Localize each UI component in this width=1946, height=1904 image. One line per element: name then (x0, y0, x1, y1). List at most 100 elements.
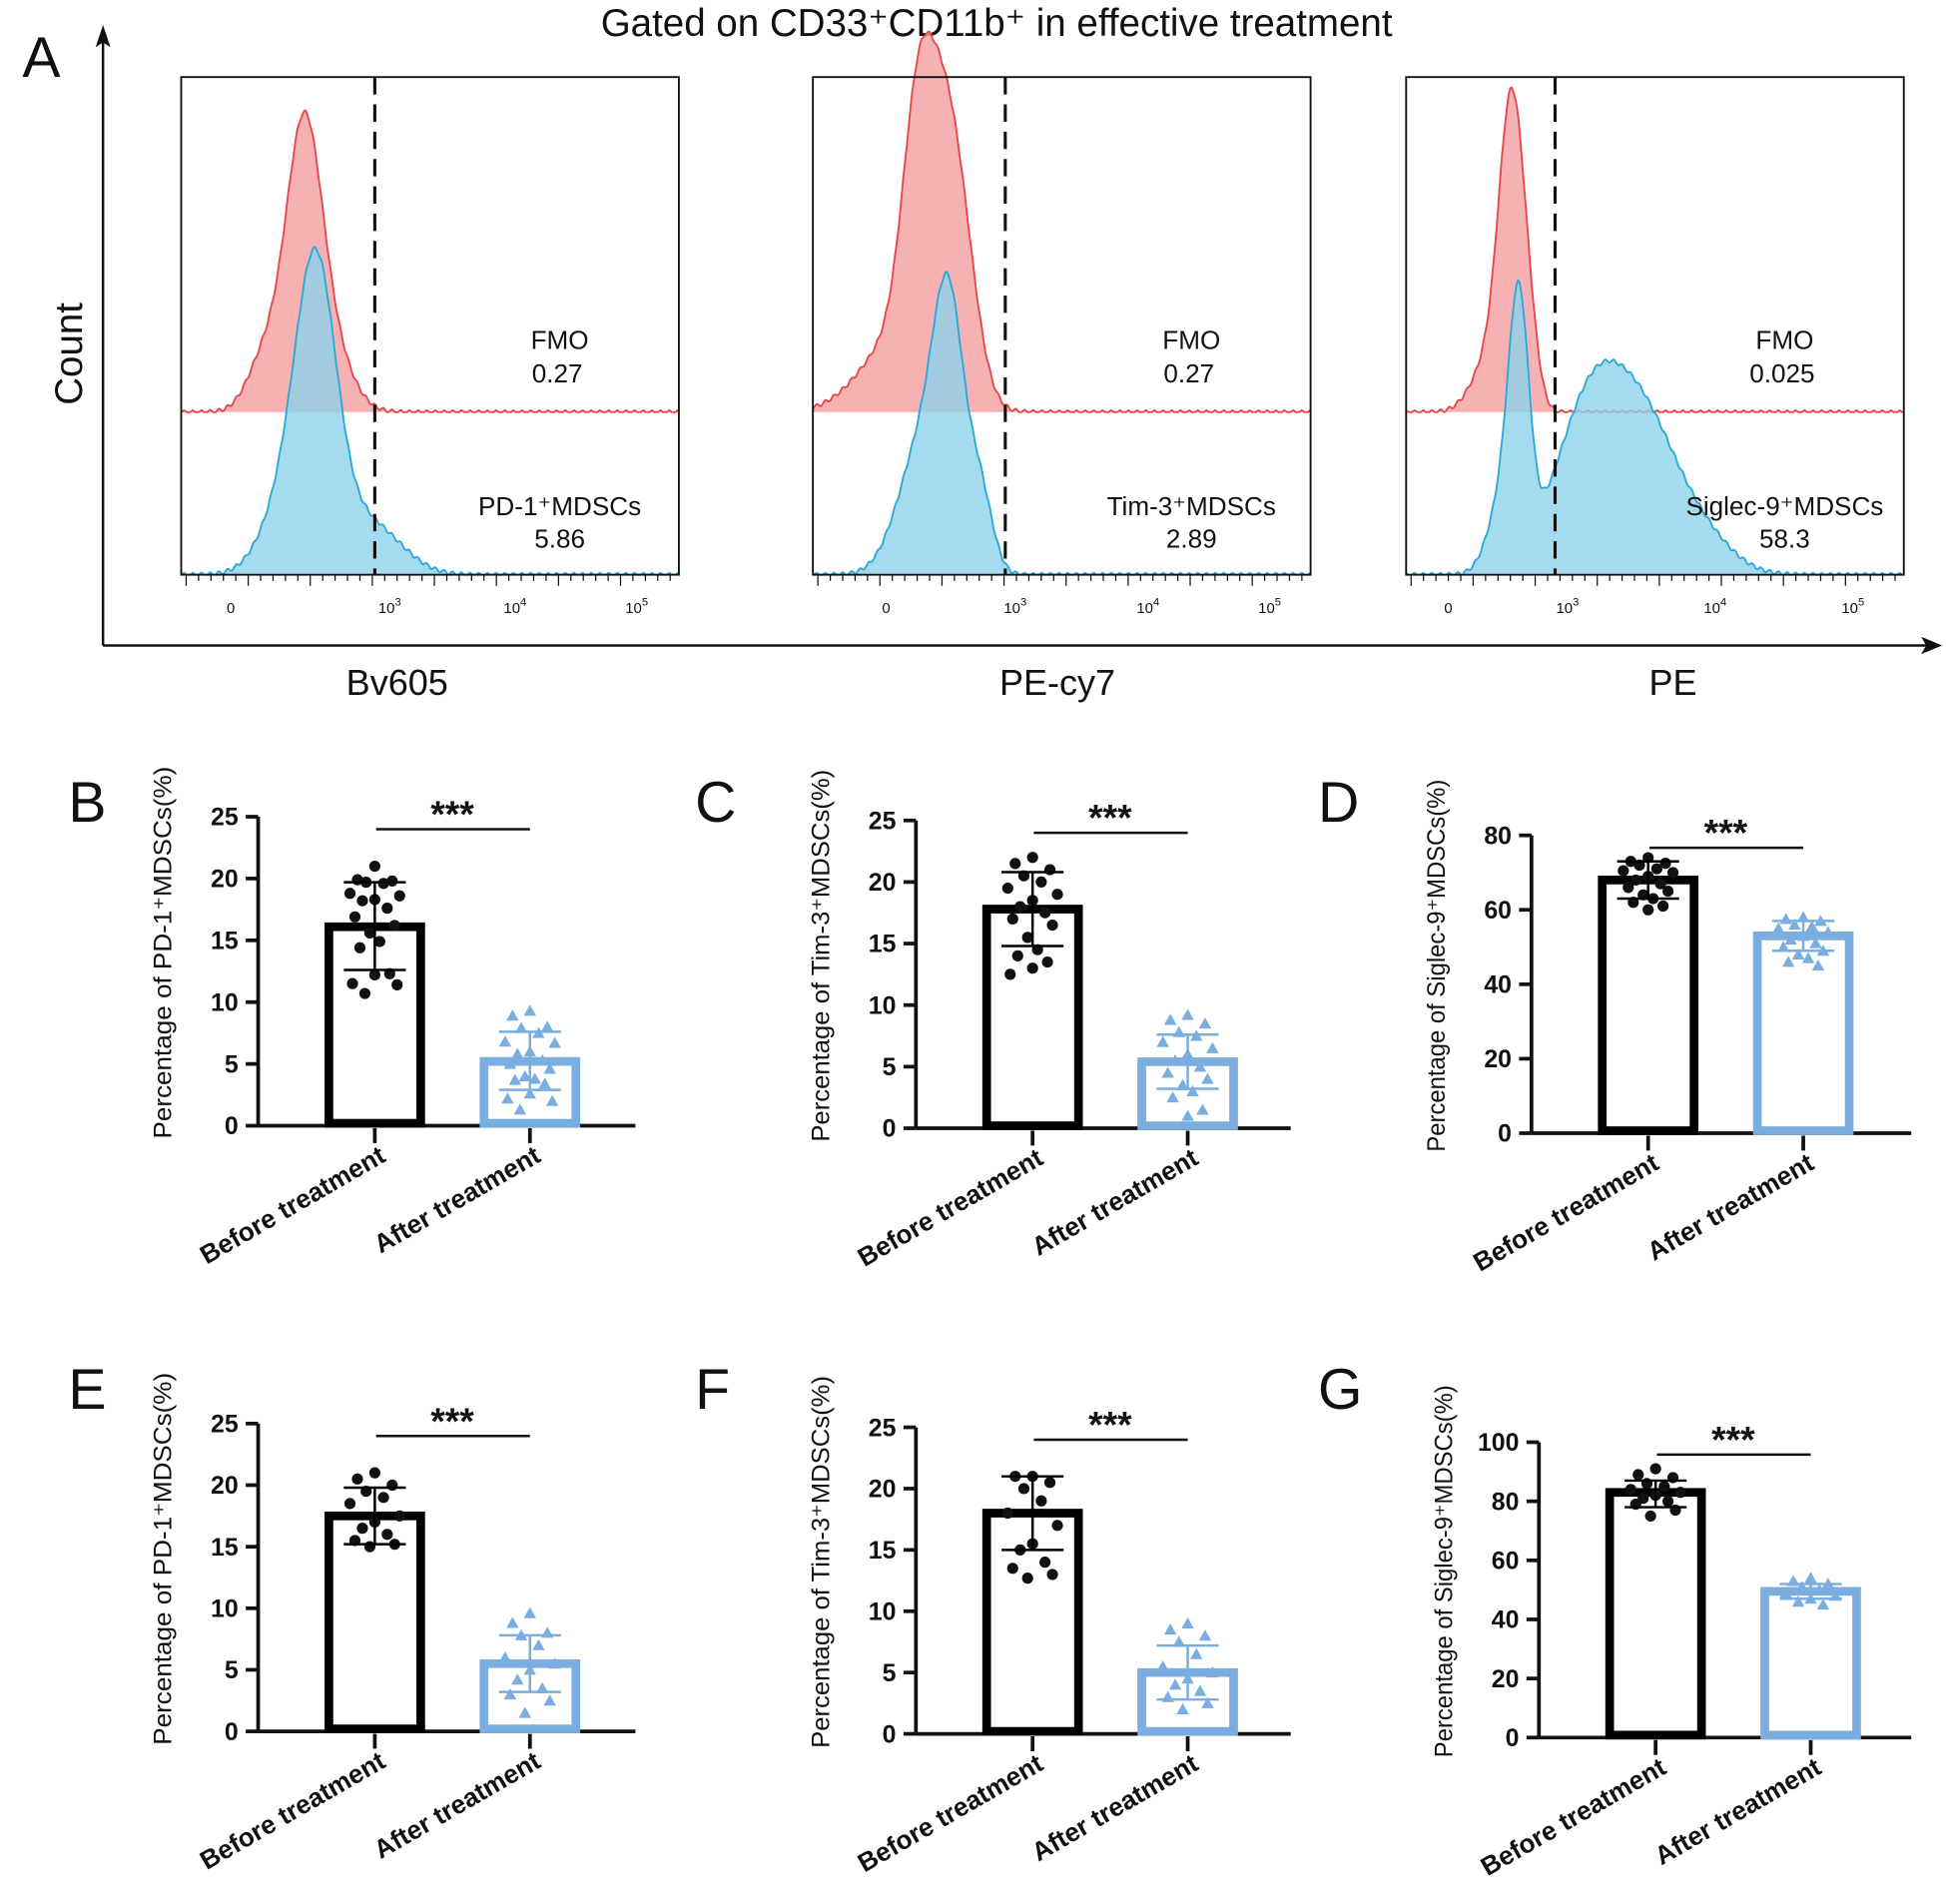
data-point-triangle (1163, 1622, 1177, 1635)
data-point-triangle (540, 1020, 554, 1032)
data-point-circle (1650, 863, 1662, 875)
bar-chart-c: C 0 5 10 15 20 25 Percentage of Tim-3⁺MDSCs(%) B… (695, 770, 1291, 1272)
histogram-frame (180, 76, 680, 576)
data-point-triangle (1788, 918, 1801, 931)
y-tick-label: 80 (1492, 1489, 1520, 1516)
data-point-triangle (1809, 937, 1822, 949)
data-point-triangle (535, 1053, 549, 1065)
data-point-circle (1629, 874, 1641, 887)
data-point-circle (343, 1498, 356, 1510)
data-point-circle (1632, 1469, 1644, 1481)
x-category-label: Before treatment (195, 1745, 390, 1876)
data-point-triangle (1181, 1008, 1194, 1020)
data-point-circle (373, 936, 385, 948)
bar-after (1760, 1587, 1861, 1740)
data-point-circle (377, 1492, 389, 1504)
axis-tick-label: 105 (1258, 597, 1281, 617)
bar-chart-b: B 0 5 10 15 20 25 Percentage of PD-1⁺MDSCs(%) Be… (68, 767, 636, 1270)
data-point-circle (1006, 913, 1018, 925)
data-point-triangle (548, 1036, 561, 1048)
data-point-triangle (1781, 955, 1795, 967)
data-point-circle (356, 895, 368, 907)
data-point-triangle (1168, 1678, 1182, 1690)
data-point-circle (1035, 876, 1047, 888)
data-point-circle (381, 1529, 393, 1541)
x-category-label: After treatment (1649, 1751, 1826, 1871)
y-tick-label: 0 (883, 1721, 897, 1748)
data-point-triangle (511, 1673, 524, 1685)
bar-chart-f: F 0 5 10 15 20 25 Percentage of Tim-3⁺MDSCs(%) B… (695, 1358, 1291, 1878)
y-tick-label: 60 (1484, 898, 1512, 925)
data-point-triangle (518, 1706, 531, 1718)
data-point-triangle (1166, 1090, 1179, 1103)
data-point-triangle (545, 1094, 559, 1106)
data-point-circle (1014, 901, 1026, 913)
data-point-triangle (543, 1694, 556, 1706)
data-point-circle (1001, 1507, 1013, 1520)
panel-letter-a: A (22, 26, 61, 90)
y-tick-label: 25 (869, 808, 897, 835)
data-point-circle (1043, 1477, 1056, 1489)
data-point-circle (1001, 882, 1013, 895)
axis-tick-label: 104 (1136, 597, 1159, 617)
y-axis-label: Percentage of Siglec-9⁺MDSCs(%) (1424, 780, 1451, 1152)
x-category-label: Before treatment (1468, 1147, 1663, 1278)
data-point-triangle (1813, 1584, 1826, 1595)
tick-exponent: 3 (394, 597, 400, 609)
data-point-triangle (1791, 1595, 1805, 1607)
data-point-circle (1637, 1493, 1649, 1505)
y-axis-label: Percentage of Tim-3⁺MDSCs(%) (808, 770, 835, 1142)
data-point-triangle (1156, 1659, 1169, 1672)
significance-stars: *** (430, 1400, 474, 1442)
data-point-triangle (1776, 941, 1790, 952)
sample-label: Siglec-9⁺MDSCs (1685, 491, 1883, 521)
data-point-circle (381, 903, 393, 915)
fmo-label: FMO (1755, 324, 1813, 354)
data-point-triangle (1206, 1041, 1219, 1053)
data-point-circle (1046, 1569, 1058, 1581)
sample-value: 5.86 (534, 523, 585, 553)
data-point-triangle (538, 1077, 551, 1089)
data-point-triangle (543, 1062, 556, 1074)
data-point-triangle (528, 1072, 541, 1084)
axis-tick-label: 103 (1556, 597, 1579, 617)
significance-stars: *** (1088, 797, 1132, 839)
data-point-circle (1041, 955, 1053, 968)
y-axis-arrowhead (95, 24, 111, 48)
data-point-triangle (532, 1638, 545, 1650)
data-point-circle (368, 968, 380, 981)
x-axis-arrowhead (1921, 636, 1943, 655)
y-axis-label: Percentage of PD-1⁺MDSCs(%) (151, 767, 178, 1139)
y-axis-label: Percentage of PD-1⁺MDSCs(%) (151, 1373, 178, 1745)
y-tick-label: 25 (211, 1412, 239, 1439)
y-tick-label: 20 (211, 867, 239, 894)
data-point-triangle (1779, 1587, 1792, 1598)
data-point-triangle (1795, 1581, 1809, 1592)
data-point-triangle (1181, 1616, 1194, 1629)
data-point-triangle (1198, 1016, 1212, 1029)
tick-exponent: 3 (1020, 597, 1026, 609)
data-point-circle (356, 1523, 368, 1535)
fmo-value: 0.025 (1749, 358, 1814, 388)
data-point-triangle (498, 1650, 512, 1663)
data-point-triangle (1771, 922, 1785, 934)
y-tick-label: 20 (869, 1477, 897, 1504)
significance-stars: *** (430, 793, 474, 835)
data-point-circle (1026, 852, 1038, 864)
y-tick-label: 60 (1492, 1549, 1520, 1576)
y-tick-label: 10 (869, 1598, 897, 1625)
data-point-triangle (1161, 1066, 1174, 1078)
y-tick-label: 0 (1498, 1121, 1512, 1148)
data-point-triangle (511, 1047, 524, 1059)
data-point-circle (1006, 1563, 1018, 1575)
data-point-triangle (548, 1657, 561, 1669)
panel-letter-d: D (1318, 771, 1359, 835)
data-point-circle (1654, 878, 1666, 890)
tick-exponent: 5 (642, 597, 648, 609)
sample-label: PD-1⁺MDSCs (478, 491, 641, 521)
tick-exponent: 5 (1858, 597, 1864, 609)
